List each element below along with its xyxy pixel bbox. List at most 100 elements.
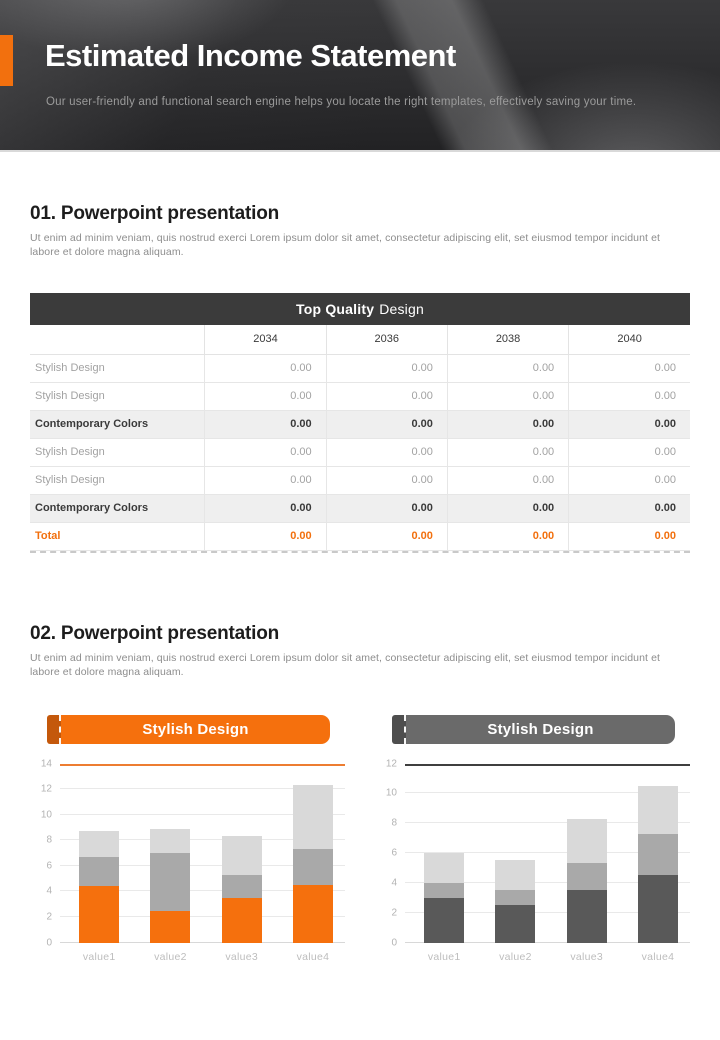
x-tick-label: value3 bbox=[570, 950, 604, 963]
table-row: Stylish Design 0.00 0.00 0.00 0.00 bbox=[30, 438, 690, 467]
bar-segment-bottom bbox=[637, 875, 678, 943]
y-tick-label: 4 bbox=[391, 877, 397, 889]
bar-segment-bottom bbox=[150, 910, 191, 943]
banner-accent bbox=[392, 714, 406, 744]
section-1-heading: 01. Powerpoint presentation bbox=[30, 203, 280, 224]
header-accent-bar bbox=[0, 35, 13, 86]
y-axis: 0 2 4 6 8 10 12 bbox=[375, 758, 405, 948]
x-tick-label: value4 bbox=[641, 950, 675, 963]
row-value: 0.00 bbox=[204, 494, 327, 523]
table-title-regular: Design bbox=[379, 301, 424, 317]
bar-segment-top bbox=[566, 818, 607, 864]
row-value: 0.00 bbox=[568, 466, 690, 495]
year-column-header: 2038 bbox=[446, 325, 569, 355]
y-tick-label: 10 bbox=[385, 787, 397, 799]
row-label-header bbox=[30, 325, 205, 355]
row-value: 0.00 bbox=[446, 382, 569, 411]
bar-segment-middle bbox=[495, 890, 536, 906]
row-value: 0.00 bbox=[325, 494, 448, 523]
row-value: 0.00 bbox=[446, 410, 569, 439]
table-row: Contemporary Colors 0.00 0.00 0.00 0.00 bbox=[30, 494, 690, 523]
y-tick-label: 14 bbox=[40, 758, 52, 769]
row-value: 0.00 bbox=[325, 466, 448, 495]
table-title-bold: Top Quality bbox=[296, 301, 375, 317]
row-value: 0.00 bbox=[568, 494, 690, 523]
row-value: 0.00 bbox=[325, 438, 448, 467]
y-tick-label: 12 bbox=[385, 758, 397, 769]
bar-segment-bottom bbox=[495, 905, 536, 943]
bar-segment-bottom bbox=[424, 897, 465, 943]
table-row: Stylish Design 0.00 0.00 0.00 0.00 bbox=[30, 466, 690, 495]
row-value: 0.00 bbox=[446, 354, 569, 383]
year-column-header: 2040 bbox=[568, 325, 690, 355]
row-label: Contemporary Colors bbox=[30, 410, 205, 439]
chart-banner-body: Stylish Design bbox=[61, 714, 330, 744]
y-tick-label: 6 bbox=[46, 860, 52, 872]
page-content: 01. Powerpoint presentation Ut enim ad m… bbox=[0, 203, 720, 971]
row-label: Stylish Design bbox=[30, 354, 205, 383]
bar-segment-top bbox=[637, 785, 678, 834]
bar-segment-bottom bbox=[566, 890, 607, 943]
gridline bbox=[405, 941, 690, 943]
year-header-row: 2034 2036 2038 2040 bbox=[30, 325, 690, 355]
x-tick-label: value2 bbox=[499, 950, 532, 963]
y-axis: 0 2 4 6 8 10 12 14 bbox=[30, 758, 60, 948]
row-value: 0.00 bbox=[325, 354, 448, 383]
top-gridline bbox=[60, 763, 345, 766]
row-value: 0.00 bbox=[325, 382, 448, 411]
bar-segment-middle bbox=[79, 856, 120, 887]
income-table-wrap: Top Quality Design 2034 2036 2038 2040 Styl… bbox=[30, 293, 690, 553]
y-tick-label: 2 bbox=[391, 907, 397, 919]
page-title: Estimated Income Statement bbox=[45, 38, 456, 73]
bar-segment-top bbox=[424, 853, 465, 883]
row-value: 0.00 bbox=[204, 466, 327, 495]
y-tick-label: 4 bbox=[46, 885, 52, 897]
gridline bbox=[60, 788, 345, 790]
chart-banner: Stylish Design bbox=[392, 714, 675, 744]
table-title: Top Quality Design bbox=[30, 293, 690, 325]
plot-area bbox=[405, 763, 690, 943]
table-row: Contemporary Colors 0.00 0.00 0.00 0.00 bbox=[30, 410, 690, 439]
y-tick-label: 10 bbox=[40, 809, 52, 821]
gridline bbox=[60, 941, 345, 943]
gridline bbox=[60, 915, 345, 917]
row-value: 0.00 bbox=[204, 410, 327, 439]
row-value: 0.00 bbox=[568, 522, 690, 551]
x-tick-label: value4 bbox=[296, 950, 330, 963]
row-value: 0.00 bbox=[568, 438, 690, 467]
gridline bbox=[60, 839, 345, 841]
year-column-header: 2036 bbox=[325, 325, 448, 355]
row-value: 0.00 bbox=[568, 354, 690, 383]
y-tick-label: 8 bbox=[46, 834, 52, 846]
top-gridline bbox=[405, 763, 690, 766]
bar-segment-top bbox=[495, 860, 536, 891]
row-label: Stylish Design bbox=[30, 382, 205, 411]
section-1-body: Ut enim ad minim veniam, quis nostrud ex… bbox=[30, 232, 661, 258]
chart-body: 0 2 4 6 8 10 12 bbox=[375, 758, 690, 948]
row-value: 0.00 bbox=[204, 382, 327, 411]
bar-segment-middle bbox=[566, 863, 607, 891]
chart-title: Stylish Design bbox=[142, 720, 249, 738]
gridline bbox=[405, 852, 690, 853]
banner-accent bbox=[47, 714, 61, 744]
y-tick-label: 0 bbox=[46, 937, 52, 948]
y-tick-label: 12 bbox=[40, 783, 52, 795]
bar-segment-middle bbox=[221, 874, 262, 898]
row-label: Stylish Design bbox=[30, 466, 205, 495]
gridline bbox=[405, 881, 690, 883]
chart-banner: Stylish Design bbox=[47, 714, 330, 744]
gridline bbox=[405, 822, 690, 824]
bar-segment-top bbox=[150, 828, 191, 853]
y-tick-label: 8 bbox=[391, 817, 397, 829]
table-row: Stylish Design 0.00 0.00 0.00 0.00 bbox=[30, 382, 690, 411]
row-value: 0.00 bbox=[325, 522, 448, 551]
row-value: 0.00 bbox=[204, 438, 327, 467]
bar-segment-top bbox=[292, 785, 333, 850]
x-tick-label: value1 bbox=[82, 950, 116, 963]
year-column-header: 2034 bbox=[204, 325, 327, 355]
gridline bbox=[405, 792, 690, 794]
bar-segment-bottom bbox=[221, 897, 262, 943]
y-tick-label: 0 bbox=[391, 937, 397, 948]
page-subtitle: Our user-friendly and functional search … bbox=[46, 96, 637, 108]
row-value: 0.00 bbox=[568, 382, 690, 411]
